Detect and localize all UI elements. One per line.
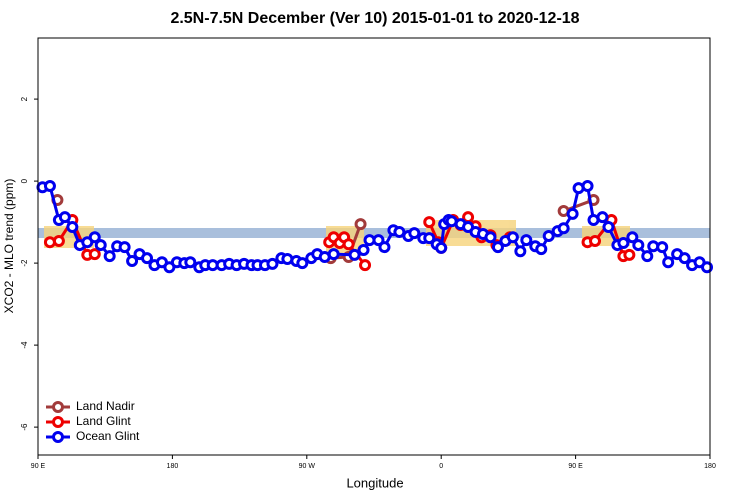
data-point xyxy=(296,257,309,270)
data-point xyxy=(678,252,691,265)
data-point xyxy=(94,239,107,252)
y-axis-label: XCO2 - MLO trend (ppm) xyxy=(2,179,16,314)
y-tick-label: -4 xyxy=(20,341,29,349)
data-point xyxy=(118,241,131,254)
data-point xyxy=(641,250,654,263)
plot-area xyxy=(36,180,714,274)
data-point xyxy=(581,180,594,193)
data-point xyxy=(359,259,372,272)
y-tick-label: -2 xyxy=(20,259,29,267)
data-point xyxy=(43,180,56,193)
data-point xyxy=(103,250,116,263)
data-point xyxy=(602,221,615,234)
data-point xyxy=(423,216,436,229)
legend-label: Land Nadir xyxy=(76,399,135,413)
chart-title: 2.5N-7.5N December (Ver 10) 2015-01-01 t… xyxy=(170,10,579,27)
x-tick-label: 90 W xyxy=(299,463,316,470)
plot-frame xyxy=(37,37,711,456)
x-tick-label: 180 xyxy=(704,463,716,470)
legend-label: Ocean Glint xyxy=(76,429,140,443)
data-point xyxy=(408,227,421,240)
data-point xyxy=(632,239,645,252)
data-point xyxy=(378,241,391,254)
data-point xyxy=(435,241,448,254)
data-point xyxy=(88,248,101,261)
legend-marker xyxy=(52,416,64,428)
y-tick-label: 2 xyxy=(20,96,29,101)
data-point xyxy=(514,245,527,258)
data-point xyxy=(596,211,609,224)
legend-marker xyxy=(52,401,64,413)
data-point xyxy=(623,248,636,261)
x-tick-label: 90 E xyxy=(31,463,46,470)
data-point xyxy=(266,257,279,270)
data-point xyxy=(506,231,519,244)
data-point xyxy=(357,243,370,256)
data-point xyxy=(126,255,139,268)
data-point xyxy=(566,207,579,220)
data-point xyxy=(491,241,504,254)
data-point xyxy=(88,231,101,244)
legend-marker xyxy=(52,431,64,443)
y-tick-label: 0 xyxy=(20,178,29,183)
data-point xyxy=(535,243,548,256)
data-point xyxy=(557,222,570,235)
data-point xyxy=(141,252,154,265)
data-point xyxy=(589,234,602,247)
y-tick-label: -6 xyxy=(20,423,29,431)
data-point xyxy=(520,234,533,247)
data-point xyxy=(626,231,639,244)
data-point xyxy=(372,234,385,247)
x-tick-label: 90 E xyxy=(568,463,583,470)
data-point xyxy=(354,218,367,231)
data-point xyxy=(184,256,197,269)
x-tick-label: 0 xyxy=(439,463,443,470)
data-point xyxy=(327,248,340,261)
data-point xyxy=(617,237,630,250)
data-point xyxy=(342,238,355,251)
legend-label: Land Glint xyxy=(76,414,131,428)
data-point xyxy=(701,261,714,274)
data-point xyxy=(662,256,675,269)
data-point xyxy=(58,211,71,224)
x-tick-label: 180 xyxy=(167,463,179,470)
data-point xyxy=(52,234,65,247)
data-point xyxy=(484,231,497,244)
data-point xyxy=(656,241,669,254)
data-point xyxy=(393,225,406,238)
data-point xyxy=(66,221,79,234)
data-point xyxy=(423,232,436,245)
data-point xyxy=(542,230,555,243)
x-axis-label: Longitude xyxy=(346,475,403,490)
reference-band xyxy=(38,228,710,238)
data-point xyxy=(348,248,361,261)
